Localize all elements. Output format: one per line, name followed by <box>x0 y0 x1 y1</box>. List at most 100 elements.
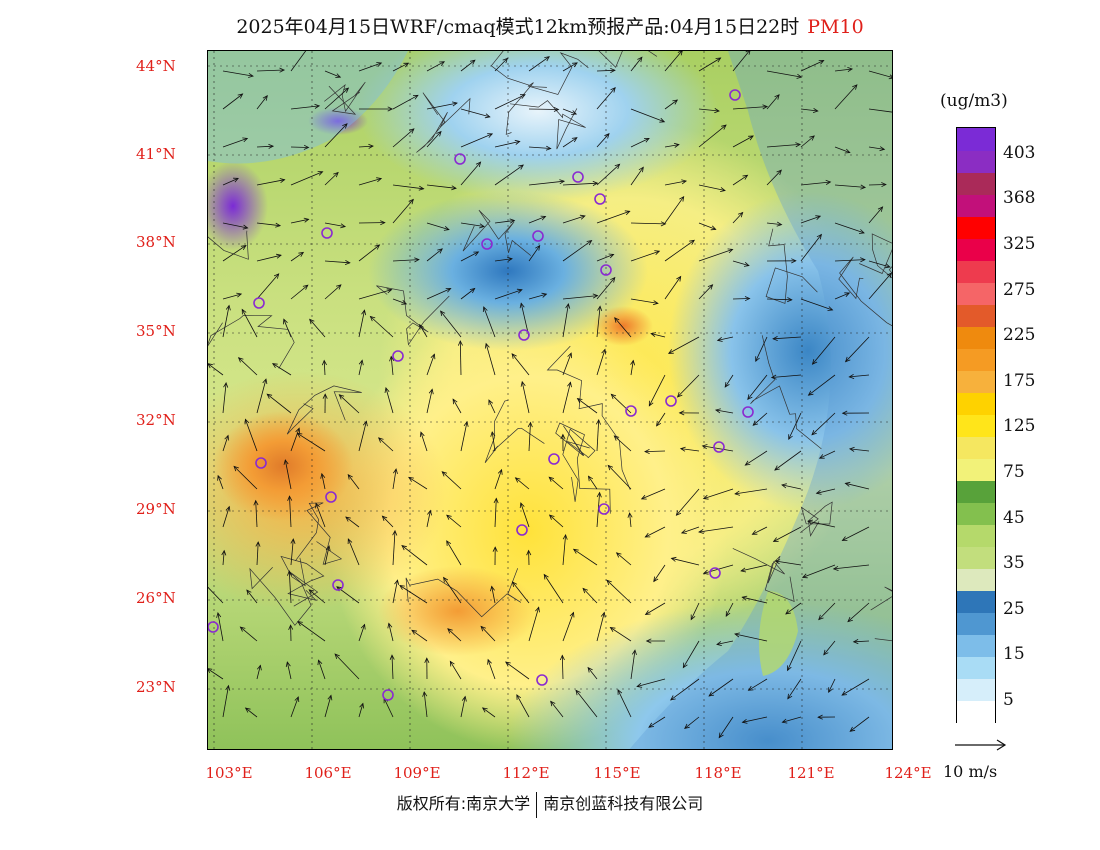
station-marker <box>321 227 333 239</box>
wind-arrowhead <box>776 221 783 227</box>
wind-arrowhead <box>643 137 650 143</box>
wind-arrow <box>399 585 428 604</box>
wind-arrow <box>460 288 475 300</box>
wind-arrow <box>800 108 818 112</box>
wind-arrowhead <box>298 251 305 257</box>
wind-arrowhead <box>445 288 452 293</box>
wind-arrow <box>630 360 634 376</box>
wind-arrow <box>443 577 462 604</box>
wind-arrowhead <box>886 272 892 279</box>
wind-arrow <box>562 108 577 115</box>
wind-arrowhead <box>648 722 655 728</box>
wind-arrowhead <box>595 418 601 425</box>
station-marker <box>536 674 548 686</box>
wind-arrowhead <box>597 305 603 312</box>
wind-arrow <box>246 589 258 604</box>
wind-arrow <box>297 621 326 642</box>
wind-arrow <box>392 259 419 262</box>
boundary-line <box>416 92 471 153</box>
wind-arrowhead <box>287 495 293 501</box>
boundary-line <box>484 399 545 464</box>
wind-arrow <box>715 409 734 414</box>
wind-arrow <box>528 146 551 149</box>
lon-label: 115°E <box>593 764 641 782</box>
wind-arrow <box>771 374 802 378</box>
wind-arrow <box>392 580 398 604</box>
wind-arrowhead <box>734 632 740 638</box>
wind-arrow <box>834 184 866 188</box>
wind-arrow <box>648 374 666 406</box>
wind-arrowhead <box>645 638 652 644</box>
wind-arrowhead <box>701 444 708 450</box>
wind-arrowhead <box>679 195 685 202</box>
wind-arrowhead <box>677 51 683 56</box>
wind-arrowhead <box>678 410 685 416</box>
wind-arrowhead <box>744 460 751 466</box>
colorbar-segment <box>957 436 995 459</box>
wind-arrowhead <box>392 529 398 536</box>
wind-arrowhead <box>690 614 696 621</box>
wind-arrowhead <box>815 215 822 220</box>
wind-arrowhead <box>675 510 682 516</box>
colorbar-segment <box>957 348 995 371</box>
colorbar-label: 5 <box>1003 690 1014 710</box>
wind-arrow <box>752 526 768 535</box>
wind-arrow <box>370 316 394 338</box>
copyright-separator <box>536 791 538 818</box>
wind-arrow <box>217 612 224 642</box>
colorbar-segment <box>957 172 995 195</box>
wind-arrow <box>383 698 394 718</box>
lat-label: 41°N <box>136 145 176 163</box>
colorbar-segment <box>957 370 995 393</box>
wind-arrow <box>217 475 224 490</box>
wind-arrowhead <box>672 99 679 105</box>
wind-arrow <box>664 239 695 262</box>
wind-arrow <box>766 169 782 186</box>
wind-arrow <box>732 174 748 186</box>
wind-arrow <box>745 450 768 466</box>
wind-arrowhead <box>592 293 599 299</box>
wind-arrowhead <box>242 224 249 230</box>
wind-arrowhead <box>436 130 442 137</box>
wind-arrowhead <box>858 229 865 234</box>
wind-arrowhead <box>540 215 547 221</box>
wind-arrow <box>548 476 564 490</box>
wind-arrow <box>596 133 610 148</box>
lat-label: 44°N <box>136 57 176 75</box>
wind-arrow <box>664 51 683 72</box>
wind-arrow <box>283 319 292 338</box>
wind-arrowhead <box>614 163 621 170</box>
wind-arrowhead <box>408 198 414 205</box>
colorbar-segment <box>957 304 995 327</box>
wind-arrowhead <box>848 373 855 379</box>
wind-arrowhead <box>457 340 463 346</box>
wind-arrow <box>511 353 530 376</box>
wind-arrow <box>528 180 565 186</box>
wind-arrowhead <box>644 448 650 454</box>
wind-arrow <box>543 574 564 604</box>
wind-arrow <box>800 215 821 224</box>
wind-arrowhead <box>841 410 848 416</box>
wind-arrow <box>392 62 409 72</box>
wind-arrow <box>698 526 734 533</box>
colorbar-segment <box>957 480 995 503</box>
wind-arrow <box>656 412 666 427</box>
wind-arrow <box>596 612 605 642</box>
wind-arrow <box>482 707 496 718</box>
wind-arrow <box>614 435 632 452</box>
wind-arrow <box>446 540 462 566</box>
wind-arrowhead <box>297 620 303 627</box>
wind-arrowhead <box>796 73 803 79</box>
wind-arrow <box>426 222 450 230</box>
wind-arrowhead <box>742 174 749 180</box>
lon-label: 118°E <box>694 764 742 782</box>
wind-arrow <box>575 690 598 718</box>
wind-arrowhead <box>473 251 480 257</box>
wind-arrow <box>596 349 606 376</box>
wind-arrowhead <box>718 732 724 739</box>
wind-arrow <box>732 298 750 300</box>
wind-arrow <box>742 596 768 604</box>
wind-arrowhead <box>659 117 666 123</box>
map-overlay <box>208 51 892 749</box>
wind-arrow <box>255 500 258 528</box>
